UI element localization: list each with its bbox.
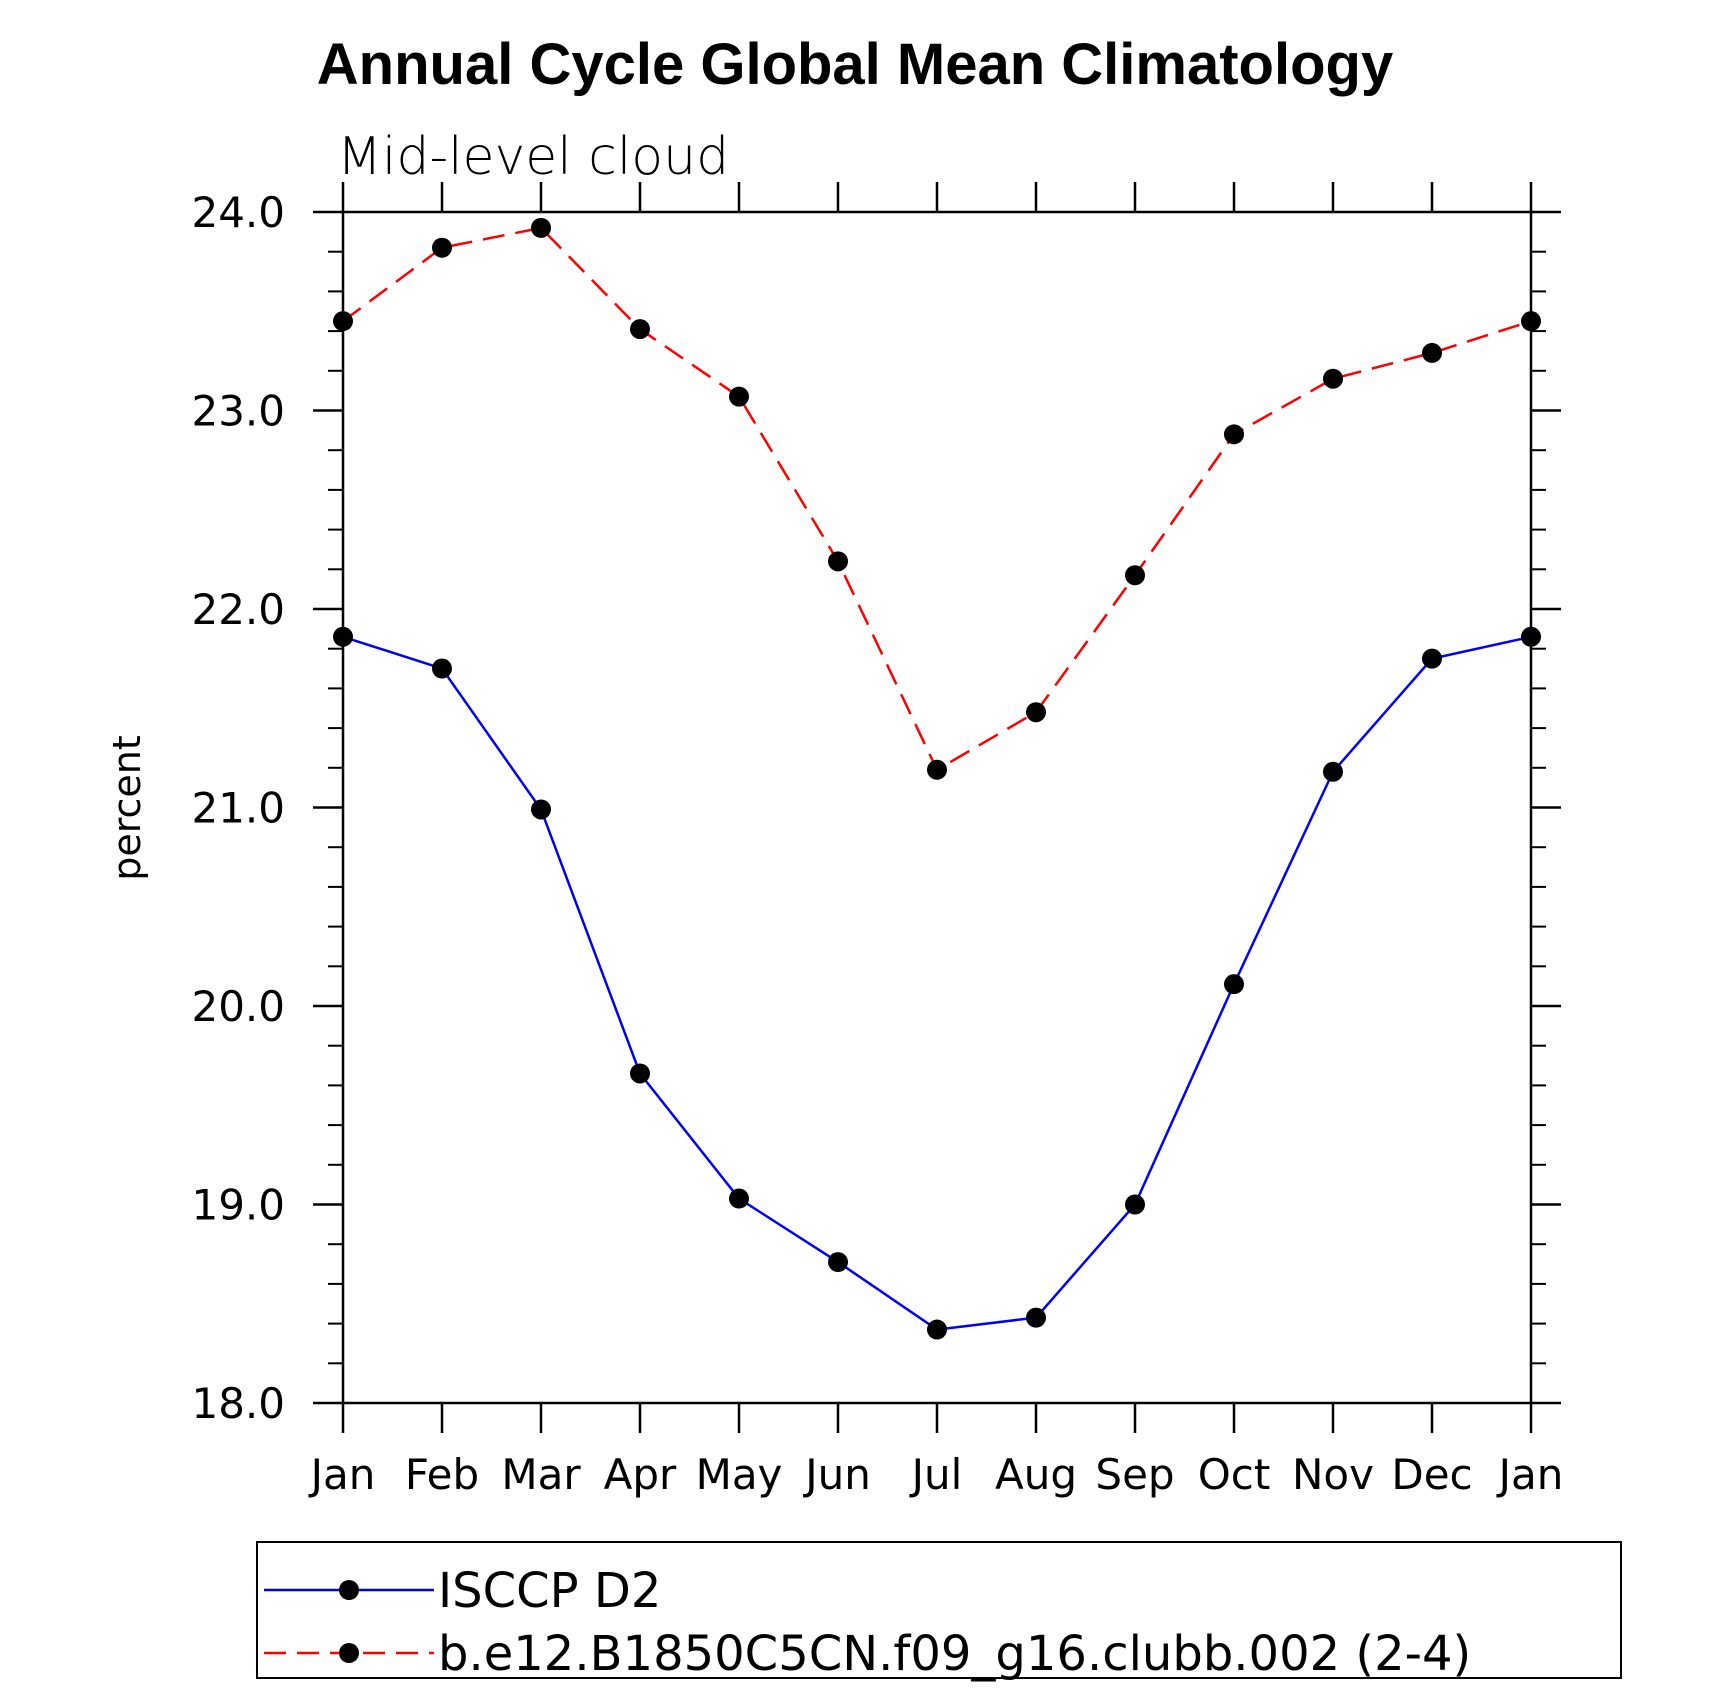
series-line xyxy=(342,226,1532,772)
plot-frame xyxy=(341,210,1533,1405)
x-tick-label: Oct xyxy=(1198,1450,1271,1499)
y-tick-label: 23.0 xyxy=(191,387,285,436)
data-point xyxy=(828,1252,848,1273)
legend-label: b.e12.B1850C5CN.f09_g16.clubb.002 (2-4) xyxy=(438,1626,1471,1682)
data-point xyxy=(1224,974,1244,995)
data-point xyxy=(630,319,650,340)
data-point xyxy=(630,1063,650,1084)
axes: Jan Feb Mar Apr May Jun Jul Aug Sep Oct Nov Dec Jan 1… xyxy=(191,182,1563,1499)
data-point xyxy=(432,237,452,258)
data-point xyxy=(531,799,551,820)
data-point xyxy=(432,658,452,679)
data-point xyxy=(333,626,353,647)
y-tick-label: 20.0 xyxy=(191,982,285,1031)
series-1 xyxy=(333,217,1541,780)
data-point xyxy=(828,551,848,572)
data-point xyxy=(333,311,353,332)
data-point xyxy=(1323,761,1343,782)
data-point xyxy=(1422,342,1442,363)
y-tick-label: 19.0 xyxy=(191,1181,285,1230)
x-tick-label: Aug xyxy=(995,1450,1077,1499)
y-tick-label: 22.0 xyxy=(191,585,285,634)
legend-label: ISCCP D2 xyxy=(438,1563,661,1619)
x-tick-label: Jun xyxy=(802,1450,871,1499)
y-tick-label: 24.0 xyxy=(191,188,285,237)
data-point xyxy=(1521,311,1541,332)
x-tick-label: Nov xyxy=(1292,1450,1374,1499)
y-tick-label: 18.0 xyxy=(191,1379,285,1428)
y-axis-label: percent xyxy=(105,735,149,881)
data-point xyxy=(927,759,947,780)
x-tick-label: Apr xyxy=(604,1450,677,1499)
data-point xyxy=(1026,702,1046,723)
x-tick-label: Dec xyxy=(1391,1450,1472,1499)
data-point xyxy=(1224,424,1244,445)
legend-box xyxy=(256,1541,1622,1679)
x-tick-label: Jan xyxy=(1496,1450,1564,1499)
data-point xyxy=(729,386,749,407)
data-point xyxy=(1026,1307,1046,1328)
chart-title: Annual Cycle Global Mean Climatology xyxy=(317,32,1393,97)
data-point xyxy=(729,1188,749,1209)
legend-marker xyxy=(339,1643,359,1663)
data-point xyxy=(927,1319,947,1340)
x-tick-label: Jul xyxy=(909,1450,963,1499)
legend-item: b.e12.B1850C5CN.f09_g16.clubb.002 (2-4) xyxy=(264,1626,1471,1682)
data-point xyxy=(1125,1194,1145,1215)
x-tick-label: Feb xyxy=(405,1450,479,1499)
data-point xyxy=(531,217,551,238)
data-point xyxy=(1422,648,1442,669)
data-point xyxy=(1521,626,1541,647)
x-tick-label: Jan xyxy=(308,1450,376,1499)
series-layer xyxy=(333,217,1541,1340)
data-point xyxy=(1125,565,1145,586)
x-tick-label: Sep xyxy=(1095,1450,1174,1499)
x-tick-label: Mar xyxy=(501,1450,581,1499)
y-tick-label: 21.0 xyxy=(191,784,285,833)
chart-subtitle: Mid-level cloud xyxy=(337,127,729,187)
x-tick-label: May xyxy=(696,1450,783,1499)
data-point xyxy=(1323,368,1343,389)
series-0 xyxy=(333,626,1541,1340)
legend-item: ISCCP D2 xyxy=(264,1563,661,1619)
legend-marker xyxy=(339,1580,359,1600)
legend: ISCCP D2 b.e12.B1850C5CN.f09_g16.clubb.00… xyxy=(256,1541,1622,1682)
series-line xyxy=(342,635,1532,1331)
